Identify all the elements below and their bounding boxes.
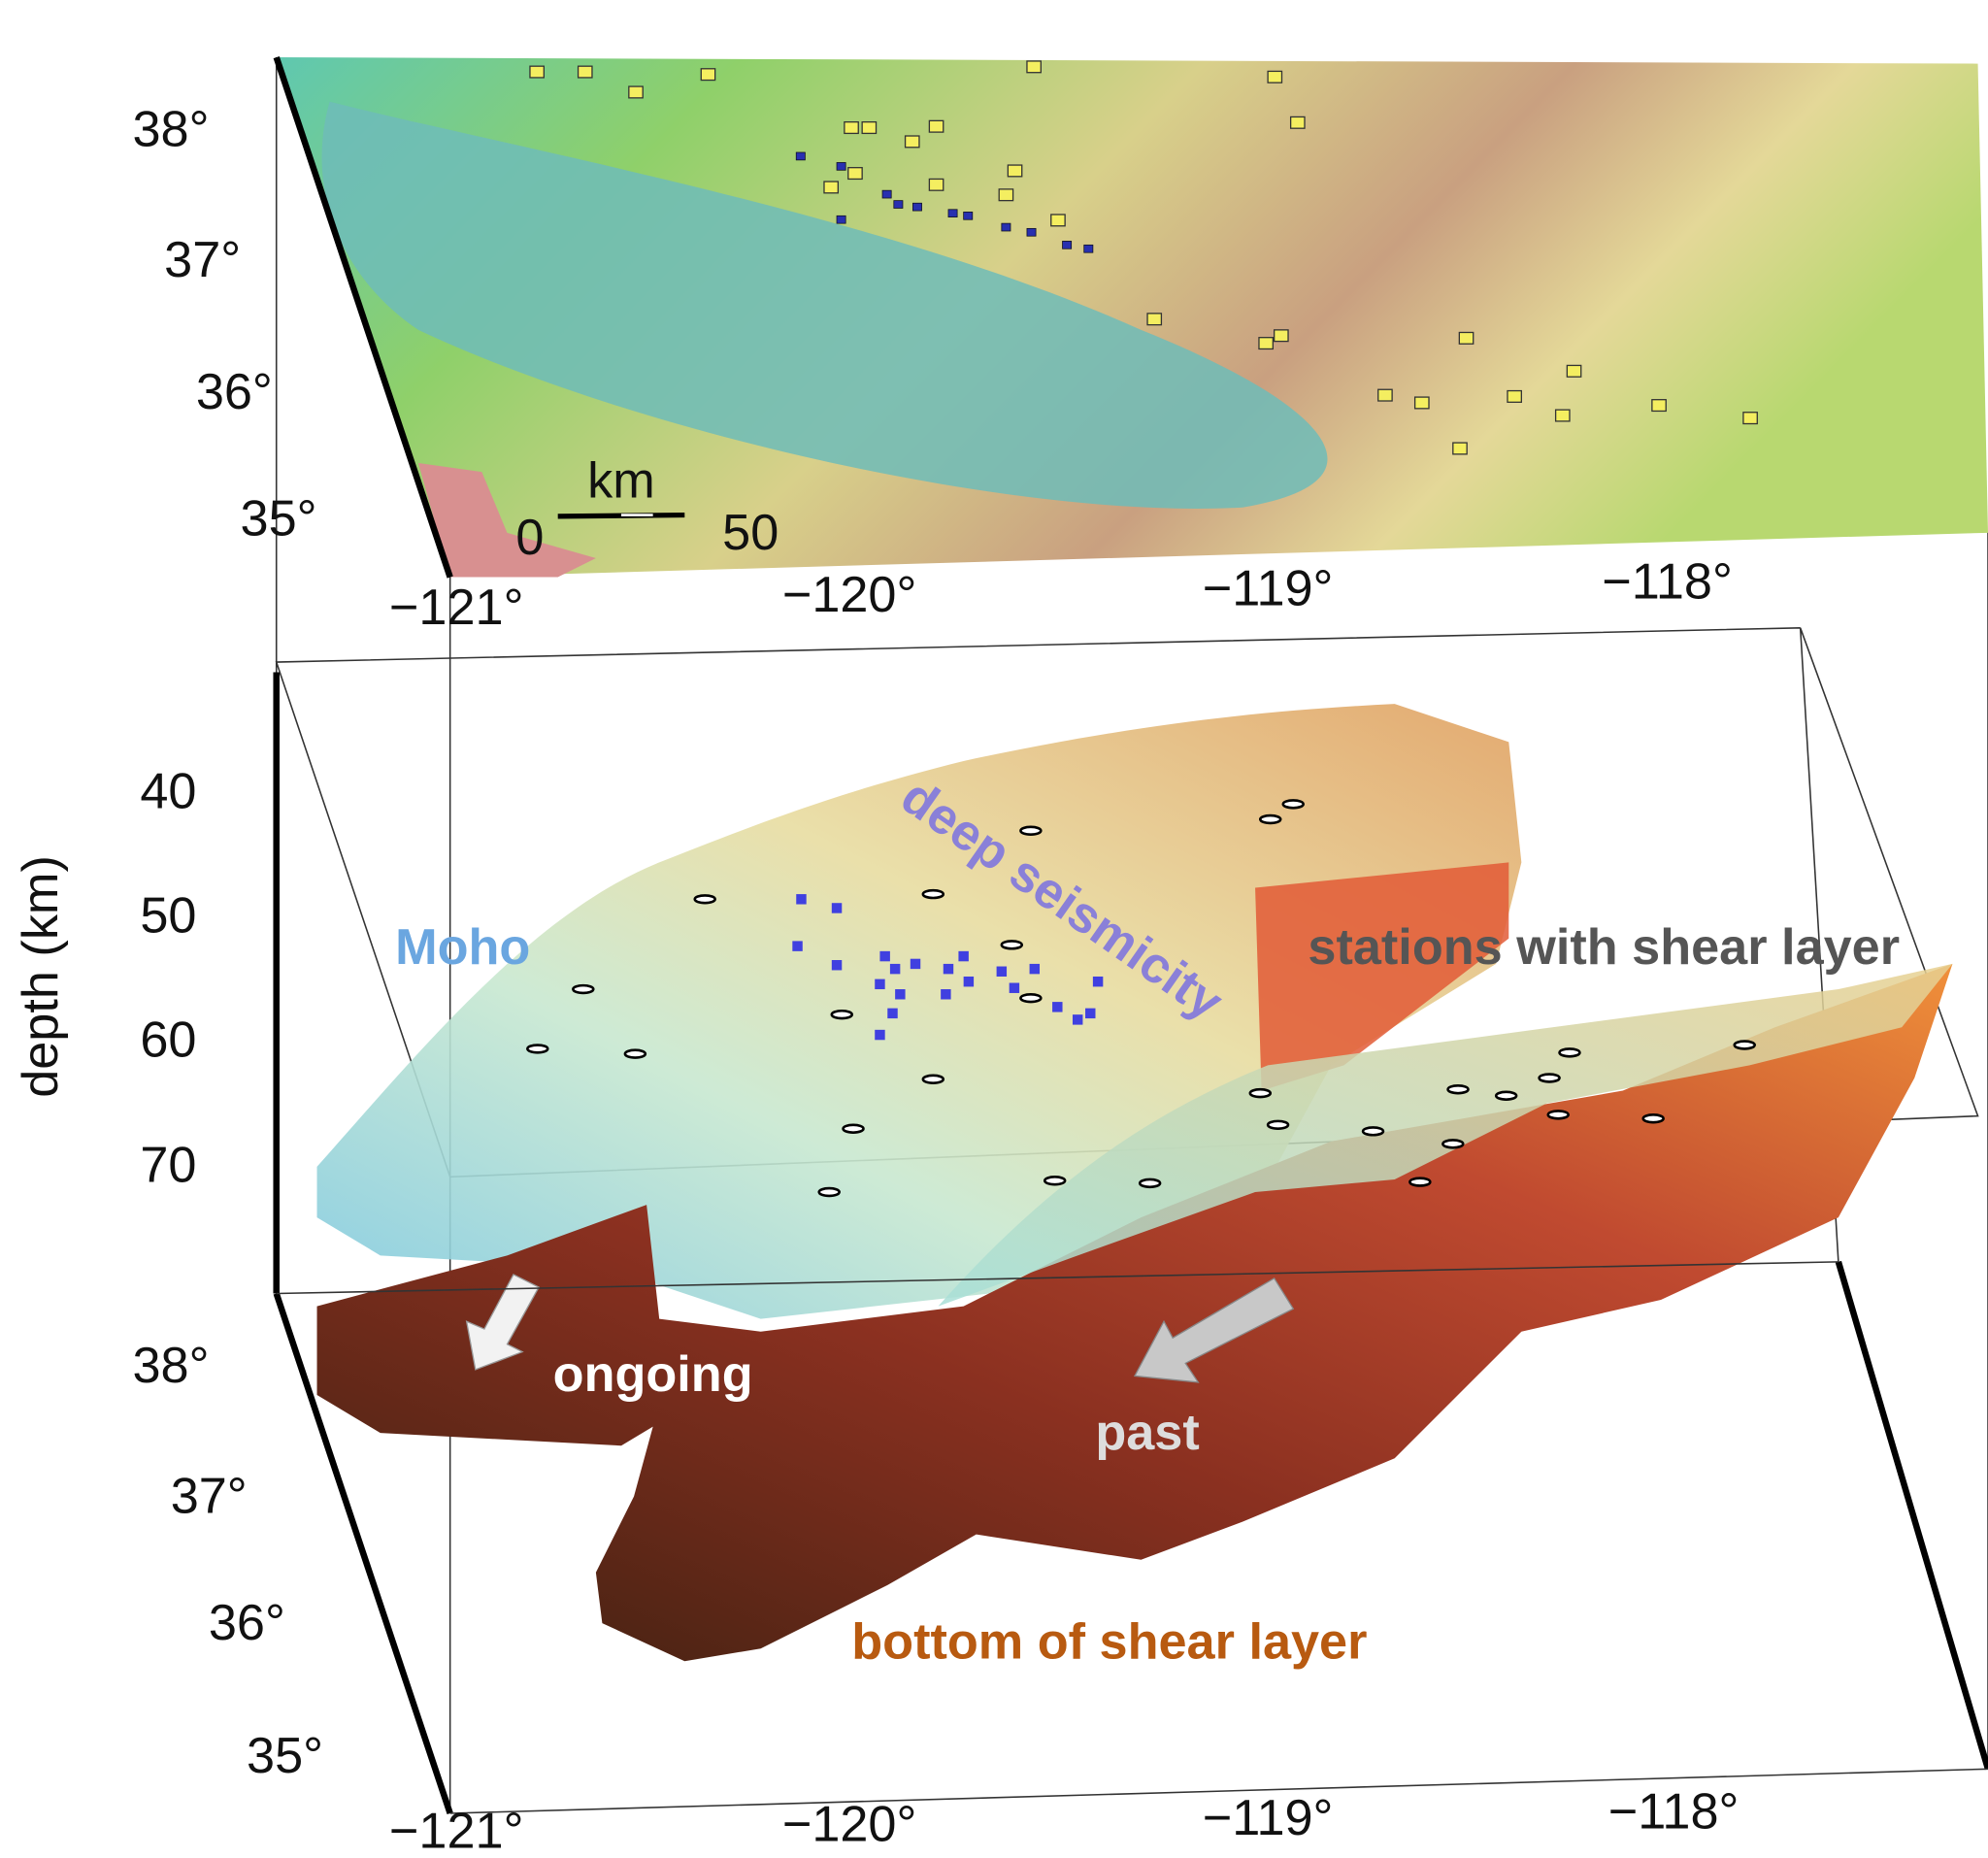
lat-tick-label: 38° bbox=[133, 101, 210, 157]
lon-tick-label: −121° bbox=[389, 1803, 524, 1858]
lat-tick-label: 35° bbox=[247, 1728, 323, 1784]
moho-surface-east bbox=[938, 963, 1953, 1307]
lon-tick-label: −120° bbox=[782, 1797, 917, 1853]
depth-tick-label: 50 bbox=[140, 887, 196, 944]
lat-tick-label: 38° bbox=[133, 1338, 210, 1394]
depth-tick-label: 40 bbox=[140, 763, 196, 819]
terrain-map bbox=[276, 57, 1988, 578]
bottom-edge bbox=[276, 1261, 1839, 1295]
bottom-edge bbox=[449, 1768, 1988, 1814]
lat-tick-label: 37° bbox=[164, 232, 241, 288]
lon-tick-label: −118° bbox=[1608, 1784, 1740, 1841]
annotation-moho: Moho bbox=[395, 919, 530, 976]
deep-seismicity-markers bbox=[792, 894, 1104, 1041]
lon-tick-label: −121° bbox=[389, 580, 524, 636]
lat-tick-label: 36° bbox=[209, 1595, 285, 1651]
annotation-stations: stations with shear layer bbox=[1308, 919, 1900, 976]
lat-tick-label: 36° bbox=[196, 364, 273, 420]
scale-bar-title: km bbox=[587, 452, 655, 509]
depth-tick-label: 60 bbox=[140, 1012, 196, 1068]
shear-layer-bottom-surface bbox=[316, 963, 1953, 1662]
bottom-edge bbox=[1835, 1260, 1988, 1771]
scale-bar-label: 50 bbox=[722, 505, 779, 561]
lat-tick-label: 35° bbox=[241, 490, 317, 547]
lon-tick-label: −119° bbox=[1203, 1790, 1334, 1846]
annotation-past: past bbox=[1095, 1405, 1199, 1461]
arrow-ongoing bbox=[465, 1274, 541, 1371]
lon-tick-label: −119° bbox=[1203, 560, 1334, 616]
seismicity-markers bbox=[795, 151, 1094, 253]
ocean-area bbox=[418, 463, 596, 578]
shear-layer-side bbox=[1255, 862, 1509, 1091]
lon-tick-label: −120° bbox=[782, 567, 917, 623]
central-valley bbox=[321, 101, 1328, 509]
depth-tick-label: 70 bbox=[140, 1138, 196, 1194]
depth-axis-title: depth (km) bbox=[13, 855, 69, 1098]
map-edge bbox=[273, 56, 453, 579]
bottom-edge bbox=[273, 1292, 453, 1815]
station-ellipses bbox=[526, 799, 1756, 1198]
station-markers bbox=[529, 60, 1758, 455]
lat-tick-label: 37° bbox=[171, 1468, 248, 1524]
arrow-past bbox=[1133, 1277, 1295, 1383]
annotation-bottom: bottom of shear layer bbox=[851, 1614, 1367, 1671]
scale-bar-label: 0 bbox=[515, 510, 544, 566]
lon-tick-label: −118° bbox=[1602, 554, 1733, 611]
annotation-ongoing: ongoing bbox=[553, 1346, 753, 1403]
